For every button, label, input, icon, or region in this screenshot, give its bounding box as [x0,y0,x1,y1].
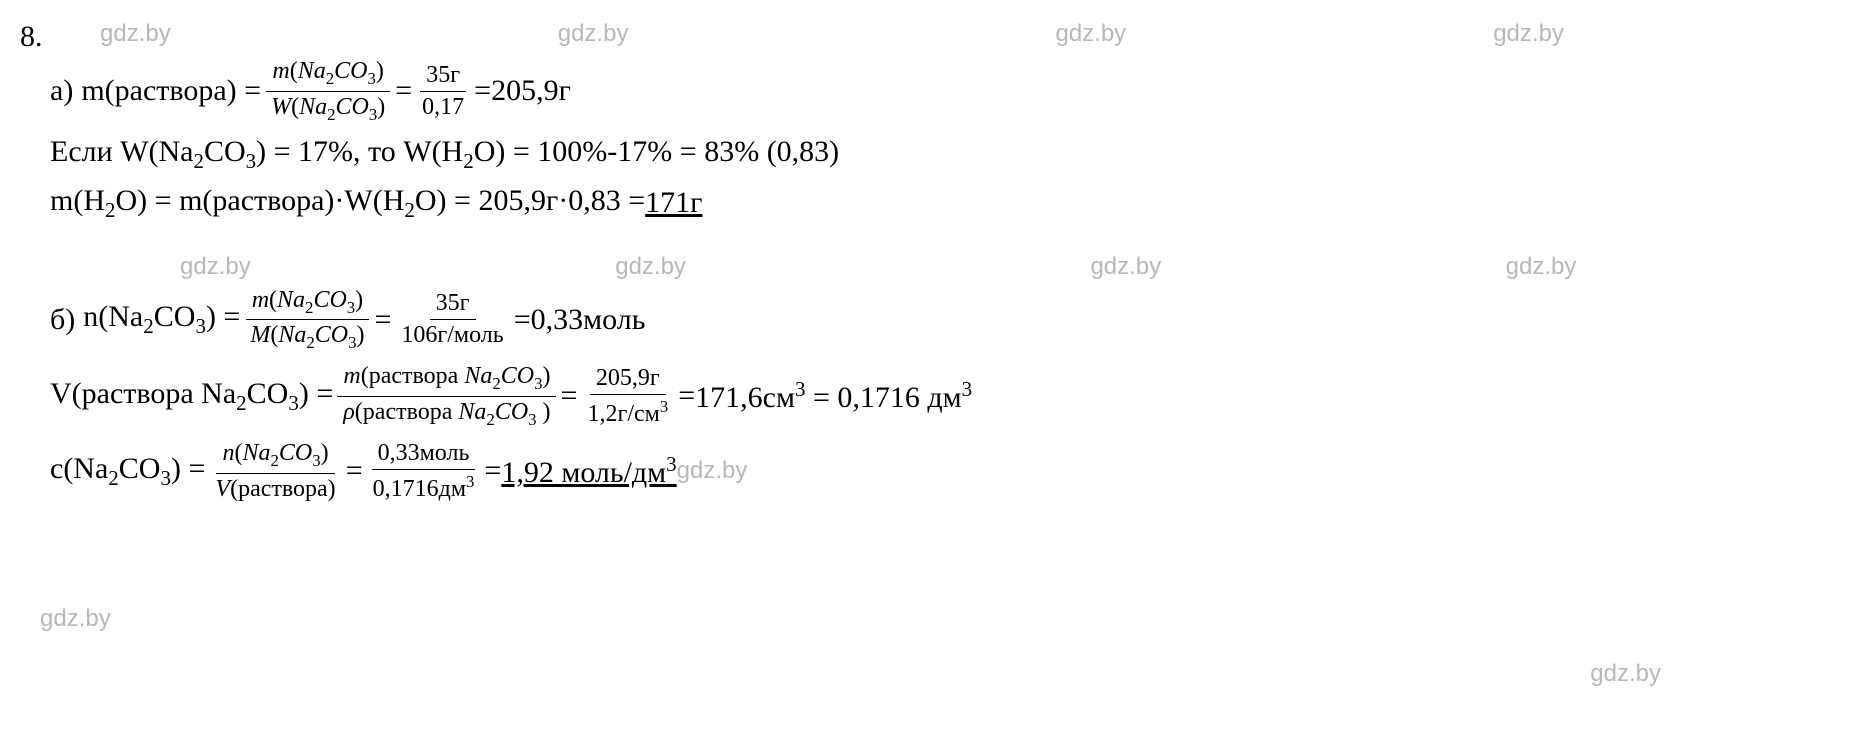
watermark: gdz.by [418,20,876,48]
watermark-single-left: gdz.by [40,605,111,633]
equals: = [474,74,491,108]
equals: = [395,74,412,108]
frac-numer: 35г [430,290,476,320]
frac-denom: 0,1716дм3 [367,470,481,503]
fraction: 35г 106г/моль [395,290,509,349]
result-underline: 171г [645,186,702,220]
equals: = [375,303,392,337]
watermark: gdz.by [180,253,475,281]
equals: = [514,303,531,337]
frac-denom: W(Na2CO3) [265,92,391,125]
frac-numer: m(Na2CO3) [266,58,389,92]
fraction: n(Na2CO3) V(раствора) [209,440,341,503]
watermark-inline: gdz.by [677,457,748,485]
text-lhs: V(раствора Na2CO3) = [50,377,333,416]
result-value: 0,33моль [531,303,646,337]
watermark-row-2: gdz.by gdz.by gdz.by gdz.by [180,253,1801,281]
frac-denom: M(Na2CO3) [244,320,370,353]
watermark: gdz.by [1386,253,1801,281]
frac-denom: ρ(раствора Na2CO3 ) [337,397,556,430]
fraction: 0,33моль 0,1716дм3 [367,440,481,503]
part-a-line1: а) m(раствора) = m(Na2CO3) W(Na2CO3) = 3… [50,58,1831,125]
part-a-label: а) [50,74,73,108]
part-a-line3: m(H2O) = m(раствора)·W(H2O) = 205,9г·0,8… [50,184,1831,223]
frac-numer: m(раствора Na2CO3) [337,363,556,397]
text-lhs: m(раствора) = [81,74,261,108]
problem-number: 8. [20,20,43,54]
result-underline: 1,92 моль/дм3 [501,452,676,490]
frac-denom: 106г/моль [395,320,509,349]
frac-denom: 0,17 [416,92,470,121]
part-b-line3: с(Na2CO3) = n(Na2CO3) V(раствора) = 0,33… [50,440,1831,503]
watermark-row-1: gdz.by gdz.by gdz.by gdz.by [100,20,1811,48]
part-b-line2: V(раствора Na2CO3) = m(раствора Na2CO3) … [50,363,1831,430]
fraction: 35г 0,17 [416,62,470,121]
equals: = [346,454,363,488]
frac-numer: 0,33моль [372,440,476,470]
watermark: gdz.by [475,253,910,281]
watermark: gdz.by [1373,20,1811,48]
part-b-line1: б) n(Na2CO3) = m(Na2CO3) M(Na2CO3) = 35г… [50,287,1831,354]
part-b-label: б) [50,303,75,337]
text-line: Если W(Na2CO3) = 17%, то W(H2O) = 100%-1… [50,135,839,174]
watermark: gdz.by [100,20,418,48]
text-lhs: с(Na2CO3) = [50,452,205,491]
equals: = [484,454,501,488]
solution-content: а) m(раствора) = m(Na2CO3) W(Na2CO3) = 3… [30,58,1831,503]
frac-numer: 35г [420,62,466,92]
text-lhs: n(Na2CO3) = [83,300,240,339]
frac-denom: 1,2г/см3 [581,395,674,428]
watermark: gdz.by [875,20,1373,48]
fraction: m(Na2CO3) M(Na2CO3) [244,287,370,354]
frac-numer: n(Na2CO3) [216,440,334,474]
watermark-single-right: gdz.by [1590,660,1661,688]
fraction: 205,9г 1,2г/см3 [581,365,674,428]
fraction: m(Na2CO3) W(Na2CO3) [265,58,391,125]
fraction: m(раствора Na2CO3) ρ(раствора Na2CO3 ) [337,363,556,430]
frac-denom: V(раствора) [209,474,341,503]
part-a-line2: Если W(Na2CO3) = 17%, то W(H2O) = 100%-1… [50,135,1831,174]
equals: = [678,379,695,413]
equals: = [561,379,578,413]
text-line: m(H2O) = m(раствора)·W(H2O) = 205,9г·0,8… [50,184,645,223]
result-value: 205,9г [491,74,571,108]
frac-numer: 205,9г [590,365,666,395]
watermark: gdz.by [910,253,1385,281]
frac-numer: m(Na2CO3) [246,287,369,321]
result-value: 171,6см3 = 0,1716 дм3 [695,377,972,415]
